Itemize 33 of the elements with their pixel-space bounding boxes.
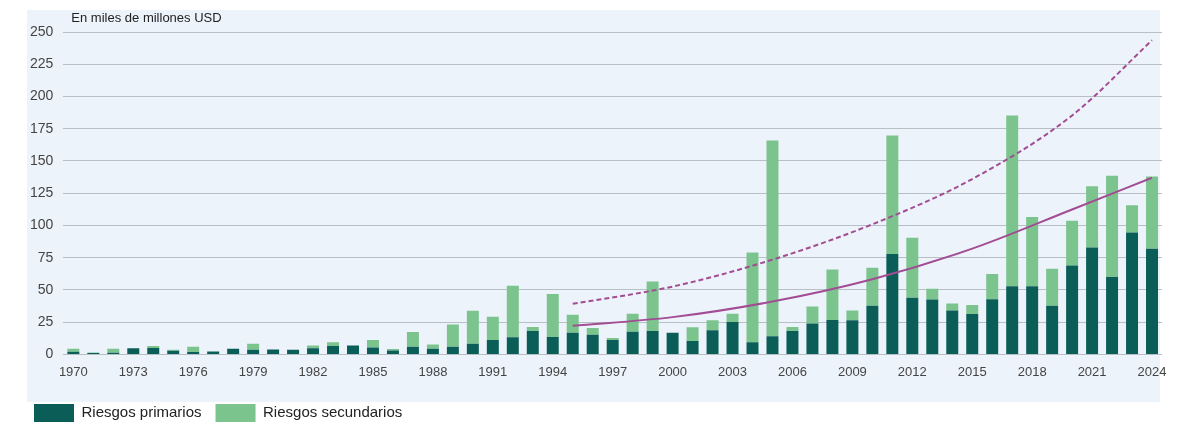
x-tick-label: 1994 [538, 363, 568, 379]
legend-label: Riesgos primarios [81, 403, 202, 421]
y-tick-label: 125 [30, 184, 54, 201]
y-axis-title: En miles de millones USD [71, 9, 222, 25]
x-tick-label: 1982 [298, 363, 328, 379]
x-tick-label: 1979 [238, 363, 268, 379]
y-tick-label: 250 [30, 22, 54, 39]
y-tick-label: 75 [37, 248, 54, 265]
x-tick-label: 1991 [478, 363, 508, 379]
x-tick-label: 1988 [418, 363, 448, 379]
x-tick-label: 1976 [178, 363, 208, 379]
x-tick-label: 2018 [1017, 363, 1047, 379]
x-tick-label: 2012 [897, 363, 927, 379]
y-tick-label: 200 [30, 87, 54, 104]
x-tick-label: 2024 [1137, 363, 1167, 379]
x-tick-label: 1970 [58, 363, 88, 379]
x-tick-label: 2015 [957, 363, 987, 379]
y-tick-label: 225 [30, 55, 54, 72]
x-tick-label: 2009 [837, 363, 867, 379]
x-tick-label: 2003 [718, 363, 747, 379]
y-tick-label: 175 [30, 119, 54, 136]
x-tick-label: 1973 [118, 363, 148, 379]
y-tick-label: 100 [30, 216, 54, 233]
y-tick-label: 25 [37, 313, 54, 330]
legend-label: Riesgos secundarios [263, 403, 403, 421]
y-tick-label: 150 [30, 151, 54, 168]
x-tick-label: 1997 [598, 363, 628, 379]
y-tick-label: 0 [45, 345, 54, 362]
x-tick-label: 2006 [778, 363, 807, 379]
x-tick-label: 1985 [358, 363, 388, 379]
x-tick-label: 2000 [658, 363, 688, 379]
y-tick-label: 50 [37, 280, 54, 297]
x-tick-label: 2021 [1077, 363, 1107, 379]
